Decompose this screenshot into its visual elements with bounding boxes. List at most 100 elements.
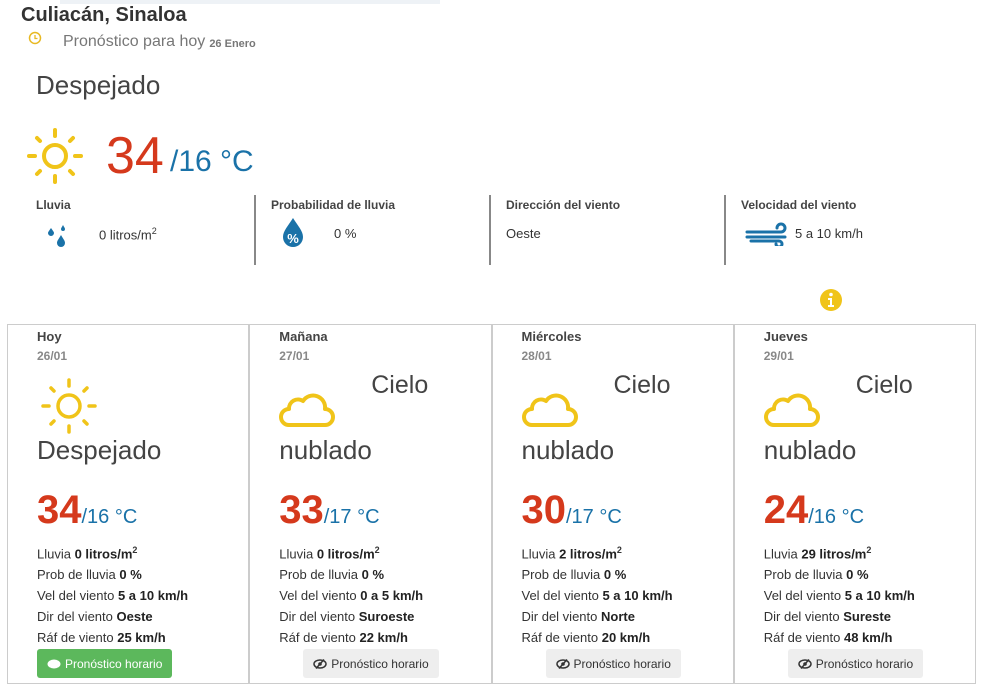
- top-bar: [60, 0, 440, 4]
- detail-dir: Dir del viento Sureste: [763, 608, 891, 624]
- max-temp: 30: [521, 488, 567, 532]
- detail-rain: Lluvia 29 litros/m2: [763, 545, 872, 562]
- max-temp: 34: [37, 488, 82, 532]
- condition-icon: [40, 377, 98, 440]
- cloud-icon: [763, 393, 820, 427]
- wind-icon: [745, 222, 787, 246]
- divider: [724, 195, 726, 265]
- detail-dir: Dir del viento Norte: [521, 608, 635, 624]
- day-date: 27/01: [279, 349, 310, 363]
- hourly-forecast-button[interactable]: Pronóstico horario: [303, 649, 439, 678]
- condition-line2: nublado: [279, 435, 372, 465]
- condition-line2: Despejado: [37, 435, 162, 465]
- stat-lluvia: Lluvia 0 litros/m2: [36, 198, 266, 265]
- detail-raf: Ráf de viento 20 km/h: [521, 629, 651, 645]
- detail-vel: Vel del viento 5 a 10 km/h: [763, 587, 915, 603]
- day-temps: 34/16 °C: [37, 488, 137, 533]
- rain-drops-icon: [48, 225, 65, 247]
- cloud-icon: [521, 393, 578, 427]
- stat-sup: 2: [151, 226, 157, 236]
- day-date: 29/01: [763, 349, 794, 363]
- button-label: Pronóstico horario: [573, 656, 671, 671]
- percent-drop-icon: %: [283, 218, 303, 247]
- condition-line1: Cielo: [371, 371, 429, 399]
- detail-prob: Prob de lluvia 0 %: [763, 567, 869, 583]
- day-date: 26/01: [37, 349, 68, 363]
- eye-slash-icon: [555, 658, 570, 669]
- day-name: Jueves: [763, 329, 808, 344]
- detail-dir: Dir del viento Oeste: [37, 608, 153, 624]
- condition-icon: [520, 383, 580, 436]
- divider: [254, 195, 256, 265]
- sun-icon: [41, 378, 97, 434]
- stat-label: Velocidad del viento: [741, 198, 857, 212]
- location-title: Culiacán, Sinaloa: [21, 4, 187, 26]
- hourly-forecast-button[interactable]: Pronóstico horario: [37, 649, 173, 678]
- day-card: Jueves 29/01 Cielo nublado 24/16 °C Lluv…: [735, 325, 975, 683]
- day-details: Lluvia 0 litros/m2 Prob de lluvia 0 % Ve…: [37, 540, 188, 648]
- stat-value: 5 a 10 km/h: [795, 226, 863, 241]
- detail-prob: Prob de lluvia 0 %: [279, 567, 385, 583]
- stat-value: 0 %: [334, 226, 357, 241]
- min-temp: /17 °C: [566, 506, 622, 528]
- eye-slash-icon: [313, 658, 327, 669]
- condition-line2: nublado: [763, 435, 857, 465]
- day-card: Mañana 27/01 Cielo nublado 33/17 °C Lluv…: [250, 325, 493, 683]
- eye-icon: [47, 659, 61, 668]
- detail-raf: Ráf de viento 48 km/h: [763, 629, 893, 645]
- day-date: 28/01: [521, 349, 552, 363]
- max-temp: 33: [279, 488, 324, 532]
- stat-value: Oeste: [506, 226, 541, 241]
- eye-slash-icon: [798, 658, 812, 669]
- condition-icon: [277, 383, 337, 436]
- hourly-forecast-button[interactable]: Pronóstico horario: [787, 649, 924, 678]
- info-icon[interactable]: [819, 288, 843, 312]
- detail-prob: Prob de lluvia 0 %: [37, 567, 142, 583]
- day-details: Lluvia 0 litros/m2 Prob de lluvia 0 % Ve…: [279, 540, 423, 648]
- condition-line2: nublado: [521, 435, 615, 465]
- detail-vel: Vel del viento 5 a 10 km/h: [37, 587, 189, 603]
- subtitle-date: 26 Enero: [209, 38, 256, 50]
- detail-rain: Lluvia 0 litros/m2: [37, 545, 138, 562]
- forecast-cards: Hoy 26/01 Despejado 34/16 °C Lluvia 0 li…: [7, 324, 976, 684]
- detail-dir: Dir del viento Suroeste: [279, 608, 415, 624]
- sun-icon: [27, 128, 83, 184]
- stat-probabilidad: Probabilidad de lluvia % 0 %: [271, 198, 501, 265]
- detail-rain: Lluvia 0 litros/m2: [279, 545, 380, 562]
- day-name: Hoy: [37, 329, 62, 344]
- day-temps: 30/17 °C: [522, 488, 622, 533]
- day-card: Miércoles 28/01 Cielo nublado 30/17 °C L…: [493, 325, 735, 683]
- hourly-forecast-button[interactable]: Pronóstico horario: [545, 649, 681, 678]
- stat-label: Probabilidad de lluvia: [271, 198, 396, 212]
- day-card: Hoy 26/01 Despejado 34/16 °C Lluvia 0 li…: [8, 325, 251, 683]
- day-details: Lluvia 29 litros/m2 Prob de lluvia 0 % V…: [764, 540, 915, 648]
- cloud-icon: [279, 393, 336, 427]
- day-name: Mañana: [279, 329, 328, 344]
- stat-direccion: Dirección del viento Oeste: [506, 198, 736, 265]
- condition-line1: Cielo: [613, 371, 671, 399]
- detail-raf: Ráf de viento 25 km/h: [37, 629, 166, 645]
- subtitle-text: Pronóstico para hoy: [63, 33, 206, 50]
- stat-velocidad: Velocidad del viento 5 a 10 km/h: [741, 198, 971, 265]
- stat-label: Dirección del viento: [506, 198, 621, 212]
- min-temp: /16 °C: [81, 506, 138, 528]
- day-temps: 33/17 °C: [279, 488, 379, 533]
- current-condition: Despejado: [36, 70, 161, 100]
- current-max-temp: 34: [106, 127, 164, 185]
- min-temp: /16 °C: [808, 506, 865, 528]
- detail-prob: Prob de lluvia 0 %: [521, 567, 627, 583]
- condition-line1: Cielo: [855, 371, 913, 399]
- condition-icon: [762, 383, 822, 436]
- detail-rain: Lluvia 2 litros/m2: [521, 545, 622, 562]
- forecast-subtitle: Pronóstico para hoy 26 Enero: [28, 31, 256, 51]
- day-name: Miércoles: [521, 329, 582, 344]
- clock-icon: [28, 31, 42, 45]
- min-temp: /17 °C: [323, 506, 380, 528]
- max-temp: 24: [763, 488, 809, 532]
- button-label: Pronóstico horario: [815, 656, 914, 671]
- svg-text:%: %: [287, 231, 299, 246]
- current-min-temp: /16 °C: [170, 145, 254, 178]
- detail-vel: Vel del viento 0 a 5 km/h: [279, 587, 424, 603]
- divider: [489, 195, 491, 265]
- detail-raf: Ráf de viento 22 km/h: [279, 629, 408, 645]
